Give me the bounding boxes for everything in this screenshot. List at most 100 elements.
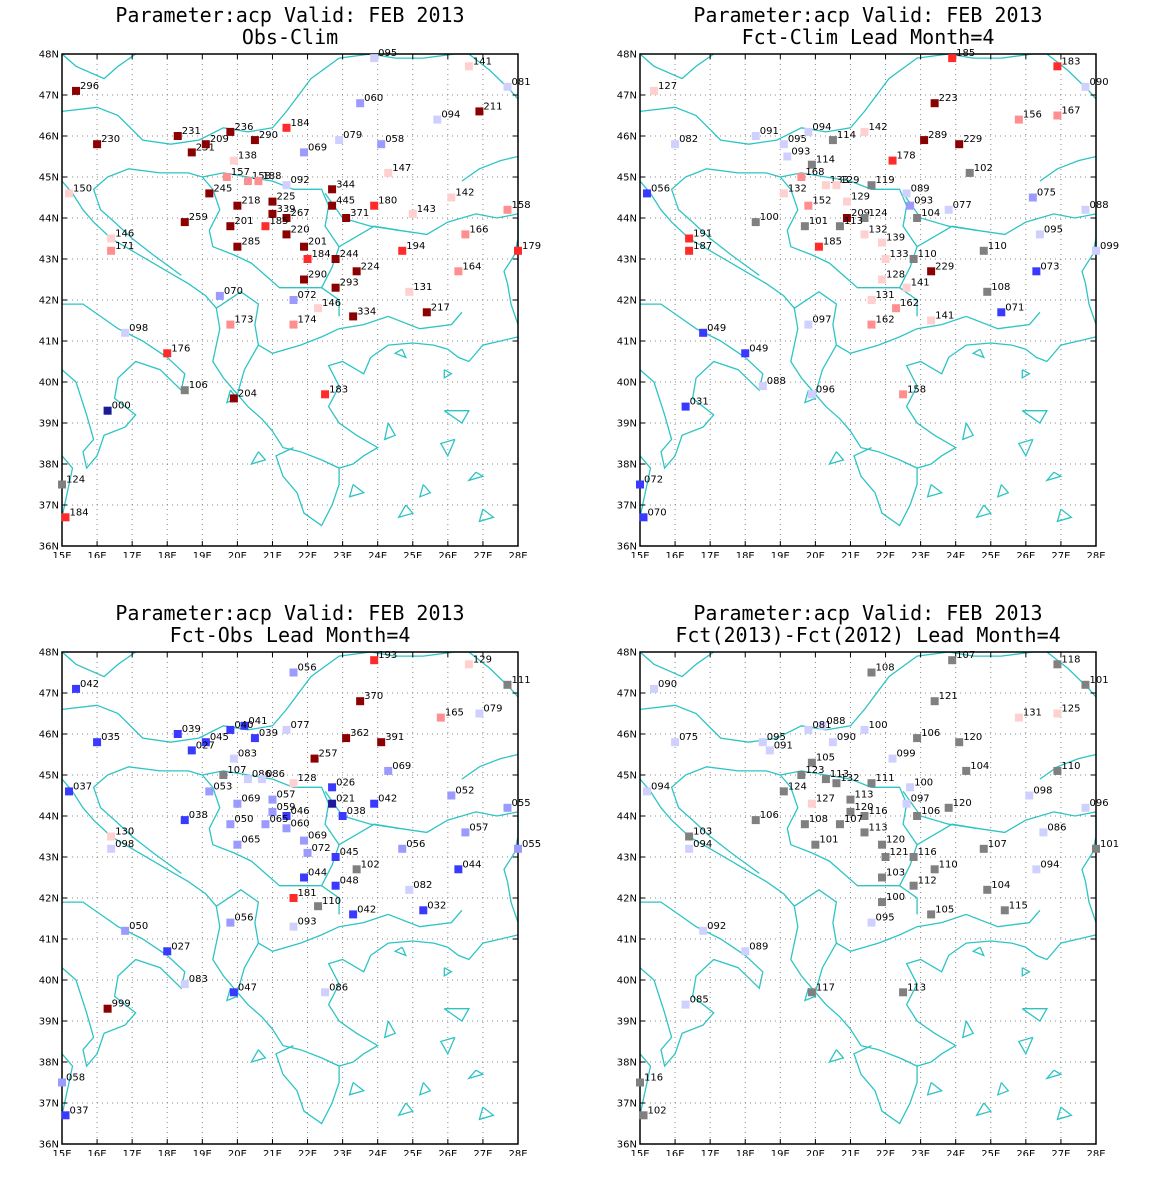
y-tick-label: 40N [39, 976, 59, 987]
station-label: 124 [868, 208, 887, 219]
station-marker [229, 754, 238, 763]
station-label: 150 [73, 183, 92, 194]
station-marker [807, 160, 816, 169]
station-label: 133 [830, 175, 849, 186]
station-label: 141 [911, 278, 930, 289]
station-label: 090 [1089, 77, 1108, 88]
coastline [397, 1102, 414, 1117]
coastline [466, 471, 485, 482]
station-label: 146 [115, 229, 134, 240]
coastline [639, 901, 764, 1068]
station-marker [902, 799, 911, 808]
station-label: 088 [767, 376, 786, 387]
station-label: 049 [707, 323, 726, 334]
station-label: 143 [417, 204, 436, 215]
y-tick-label: 48N [39, 50, 59, 61]
station-marker [1092, 246, 1100, 255]
station-label: 110 [939, 859, 958, 870]
station-label: 115 [1009, 900, 1028, 911]
station-label: 056 [651, 183, 670, 194]
station-label: 101 [819, 835, 838, 846]
y-tick-label: 42N [617, 894, 637, 905]
coastline [902, 193, 1097, 236]
coastline [670, 176, 760, 276]
station-label: 079 [483, 704, 502, 715]
station-label: 098 [1033, 786, 1052, 797]
station-marker [377, 140, 386, 149]
station-label: 120 [854, 802, 873, 813]
station-label: 141 [473, 56, 492, 67]
coastline [61, 455, 74, 518]
station-label: 027 [196, 740, 215, 751]
station-marker [205, 189, 214, 198]
station-marker [163, 349, 172, 358]
y-tick-label: 45N [39, 771, 59, 782]
station-marker [930, 865, 939, 874]
station-label: 178 [897, 151, 916, 162]
station-marker [268, 209, 277, 218]
station-label: 116 [644, 1073, 663, 1084]
station-marker [832, 181, 841, 190]
station-marker [398, 844, 407, 853]
station-marker [807, 799, 816, 808]
coastline [639, 651, 949, 743]
x-tick-label: 26E [438, 551, 457, 558]
coastline [61, 53, 137, 80]
station-marker [807, 758, 816, 767]
station-marker [878, 873, 887, 882]
station-marker [328, 201, 337, 210]
station-marker [965, 168, 974, 177]
station-marker [1032, 267, 1041, 276]
station-marker [902, 283, 911, 292]
station-label: 194 [406, 241, 425, 252]
station-label: 069 [308, 831, 327, 842]
x-tick-label: 20E [228, 1149, 247, 1156]
station-label: 236 [234, 122, 253, 133]
station-marker [685, 246, 694, 255]
station-marker [650, 684, 659, 693]
station-marker [289, 296, 298, 304]
coastline [685, 766, 781, 776]
station-label: 187 [693, 241, 712, 252]
station-label: 091 [774, 740, 793, 751]
coastline [61, 53, 371, 145]
station-marker [779, 189, 788, 198]
station-label: 021 [336, 794, 355, 805]
station-marker [384, 168, 393, 177]
station-label: 106 [189, 380, 208, 391]
station-marker [860, 230, 869, 239]
station-marker [261, 820, 270, 829]
station-label: 095 [788, 134, 807, 145]
station-marker [173, 132, 182, 140]
station-marker [835, 222, 844, 231]
station-marker [447, 791, 456, 800]
title-line-2: Fct(2013)-Fct(2012) Lead Month=4 [675, 623, 1061, 647]
coastline [107, 766, 203, 776]
station-marker [1000, 906, 1009, 915]
station-marker [173, 730, 182, 738]
station-marker [352, 865, 361, 874]
y-tick-label: 41N [617, 337, 637, 348]
station-marker [765, 746, 774, 755]
station-marker [226, 820, 235, 829]
station-label: 081 [812, 720, 831, 731]
station-marker [187, 746, 196, 755]
station-marker [846, 795, 855, 804]
station-label: 164 [462, 261, 481, 272]
coastline [905, 934, 1097, 1067]
station-marker [370, 54, 379, 63]
coastlines [639, 53, 1097, 527]
x-tick-label: 20E [806, 551, 825, 558]
station-label: 168 [805, 167, 824, 178]
x-tick-label: 16E [88, 1149, 107, 1156]
x-tick-label: 24E [368, 551, 387, 558]
station-label: 162 [900, 298, 919, 309]
station-marker [909, 881, 918, 890]
station-marker [384, 766, 393, 775]
station-marker [436, 713, 445, 722]
station-marker [867, 918, 876, 927]
station-marker [860, 214, 869, 222]
coastline [814, 942, 837, 993]
station-marker [282, 824, 291, 833]
x-tick-label: 25E [981, 551, 1000, 558]
